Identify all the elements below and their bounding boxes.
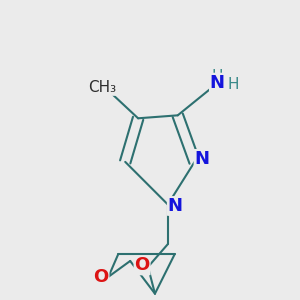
Text: CH₃: CH₃ [88, 80, 116, 95]
Text: O: O [134, 256, 150, 274]
Text: O: O [93, 268, 109, 286]
Text: H: H [212, 69, 223, 84]
Text: N: N [168, 197, 183, 215]
Text: N: N [194, 150, 209, 168]
Text: N: N [210, 74, 225, 92]
Text: H: H [228, 76, 239, 92]
